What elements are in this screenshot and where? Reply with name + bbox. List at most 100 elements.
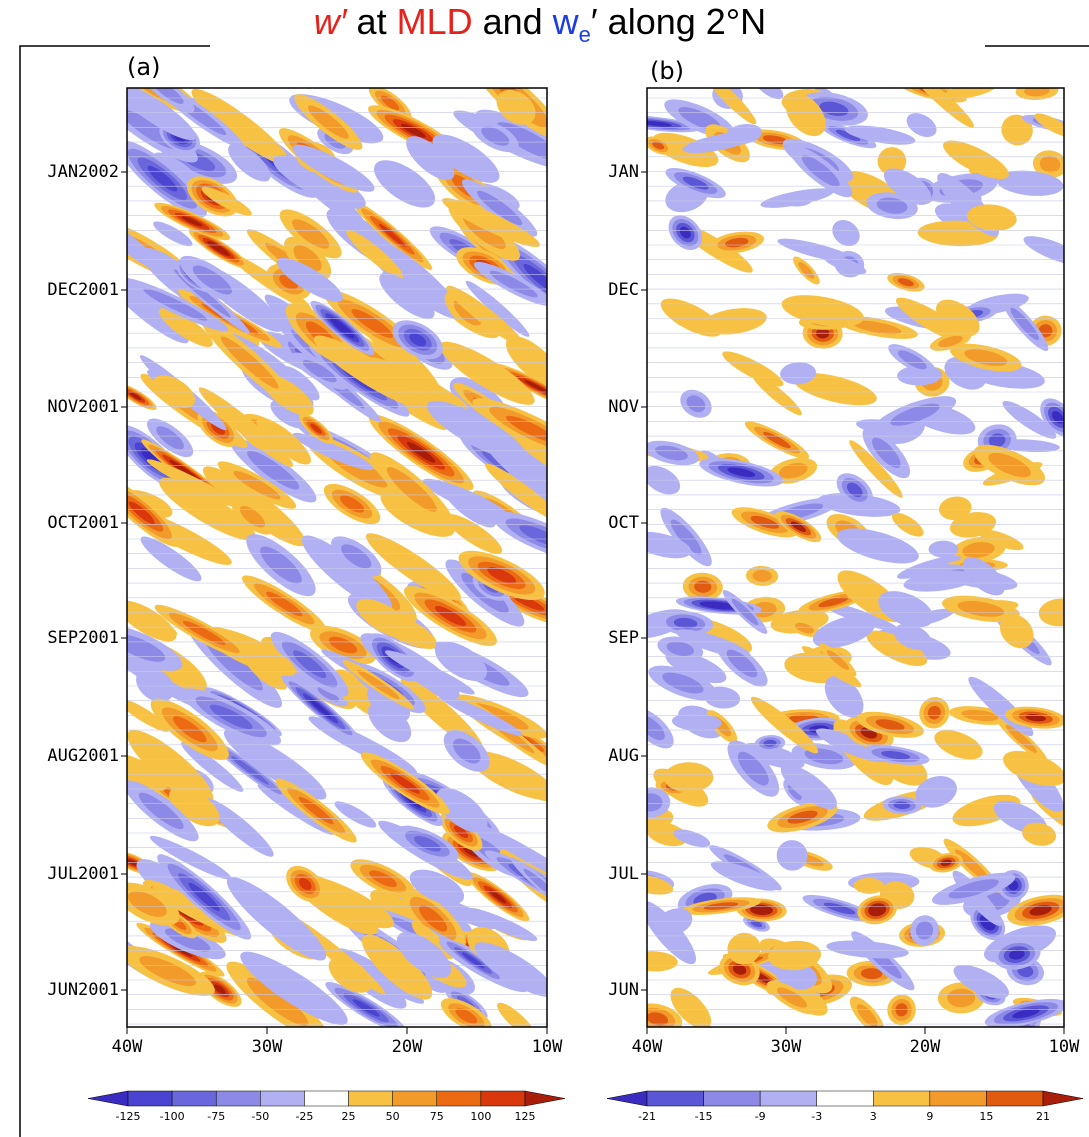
contour-fill xyxy=(489,890,507,904)
contour-fill xyxy=(158,477,256,541)
contour-fill xyxy=(260,546,302,584)
contour-fill xyxy=(127,859,139,866)
contour-fill xyxy=(706,88,757,125)
contour-fill xyxy=(436,788,488,833)
contour-fill xyxy=(233,470,281,500)
panel-label: (a) xyxy=(127,53,160,81)
contour-fill xyxy=(334,801,377,828)
contour-fill xyxy=(211,422,225,435)
contour-fill xyxy=(139,956,196,986)
title-part: w xyxy=(552,1,580,42)
contour-fill xyxy=(191,88,290,166)
contour-fill xyxy=(988,433,1006,448)
contour-fill xyxy=(949,512,997,538)
contour-fill xyxy=(826,650,849,670)
contour-fill xyxy=(240,951,348,1025)
contour-fill xyxy=(710,861,779,891)
contour-fill xyxy=(742,742,805,769)
contour-fill xyxy=(875,719,905,731)
contour-fill xyxy=(369,870,397,888)
contour-fill xyxy=(897,350,927,370)
x-tick-label: 40W xyxy=(632,1037,663,1057)
contour-fill xyxy=(446,285,524,347)
y-tick-label: JAN xyxy=(608,162,639,182)
contour-fill xyxy=(328,636,358,654)
contour-fill xyxy=(127,268,189,344)
contour-fill xyxy=(1051,410,1064,424)
contour-fill xyxy=(860,968,883,979)
colorbar-label: 21 xyxy=(1036,1110,1050,1123)
contour-fill xyxy=(670,519,702,555)
contour-fill xyxy=(497,1002,536,1027)
contour-fill xyxy=(523,263,547,292)
y-tick-label: OCT2001 xyxy=(47,513,119,533)
contour-fill xyxy=(722,351,784,387)
contour-fill xyxy=(368,357,468,409)
contour-fill xyxy=(906,113,937,138)
x-tick-label: 30W xyxy=(771,1037,802,1057)
x-tick-label: 20W xyxy=(392,1037,423,1057)
colorbar-arrow xyxy=(1042,1090,1084,1107)
colorbar-label: 9 xyxy=(926,1110,933,1123)
contour-fill xyxy=(496,89,536,125)
contour-fill xyxy=(524,380,547,393)
contour-fill xyxy=(138,792,184,830)
contour-fill xyxy=(836,528,919,564)
colorbar-label: -9 xyxy=(755,1110,766,1123)
contour-fill xyxy=(292,219,330,249)
contour-fill xyxy=(351,309,393,338)
panel-label: (b) xyxy=(650,57,684,85)
contour-fill xyxy=(149,835,232,880)
contour-fill xyxy=(673,617,698,629)
contour-fill xyxy=(707,602,731,608)
colorbar-segment xyxy=(436,1090,482,1107)
contour-fill xyxy=(378,223,406,247)
x-tick-label: 10W xyxy=(532,1037,563,1057)
contour-fill xyxy=(453,299,482,326)
x-tick-label: 10W xyxy=(1049,1037,1080,1057)
colorbar-label: 50 xyxy=(386,1110,400,1123)
contour-fill xyxy=(732,964,747,975)
contour-fill xyxy=(257,784,334,835)
contour-fill xyxy=(897,278,914,287)
contour-fill xyxy=(892,512,924,537)
contour-fill xyxy=(943,140,1009,180)
contour-fill xyxy=(846,482,863,498)
contour-fill xyxy=(352,999,380,1017)
contour-fill xyxy=(406,136,455,181)
contour-fill xyxy=(835,129,861,141)
contour-fill xyxy=(128,891,167,917)
contour-fill xyxy=(357,669,400,700)
contour-fill xyxy=(754,906,769,913)
contour-fill xyxy=(156,426,184,450)
contour-fill xyxy=(246,977,309,1026)
contour-fill xyxy=(247,450,300,490)
colorbar-label: -15 xyxy=(695,1110,713,1123)
contour-fill xyxy=(878,591,934,628)
contour-fill xyxy=(181,216,203,227)
contour-fill xyxy=(1010,307,1039,341)
contour-fill xyxy=(381,95,400,111)
contour-fill xyxy=(213,984,226,995)
contour-fill xyxy=(468,750,547,800)
contour-fill xyxy=(188,882,220,912)
contour-fill xyxy=(370,889,416,925)
colorbar-label: -21 xyxy=(638,1110,656,1123)
contour-fill xyxy=(341,544,372,569)
contour-fill xyxy=(731,598,759,626)
colorbar-arrow xyxy=(87,1090,129,1107)
x-tick-label: 40W xyxy=(112,1037,143,1057)
contour-fill xyxy=(915,921,934,940)
x-tick-label: 20W xyxy=(910,1037,941,1057)
plot-frame xyxy=(646,87,1065,1028)
contour-fill xyxy=(666,641,695,656)
contour-fill xyxy=(256,417,311,465)
contour-fill xyxy=(896,297,969,344)
contour-fill xyxy=(915,775,957,808)
contour-fill xyxy=(136,667,175,703)
contour-fill xyxy=(832,219,860,247)
colorbar-segment xyxy=(646,1090,704,1107)
contour-fill xyxy=(463,846,480,857)
contour-fill xyxy=(231,755,270,785)
contour-fill xyxy=(872,437,901,468)
